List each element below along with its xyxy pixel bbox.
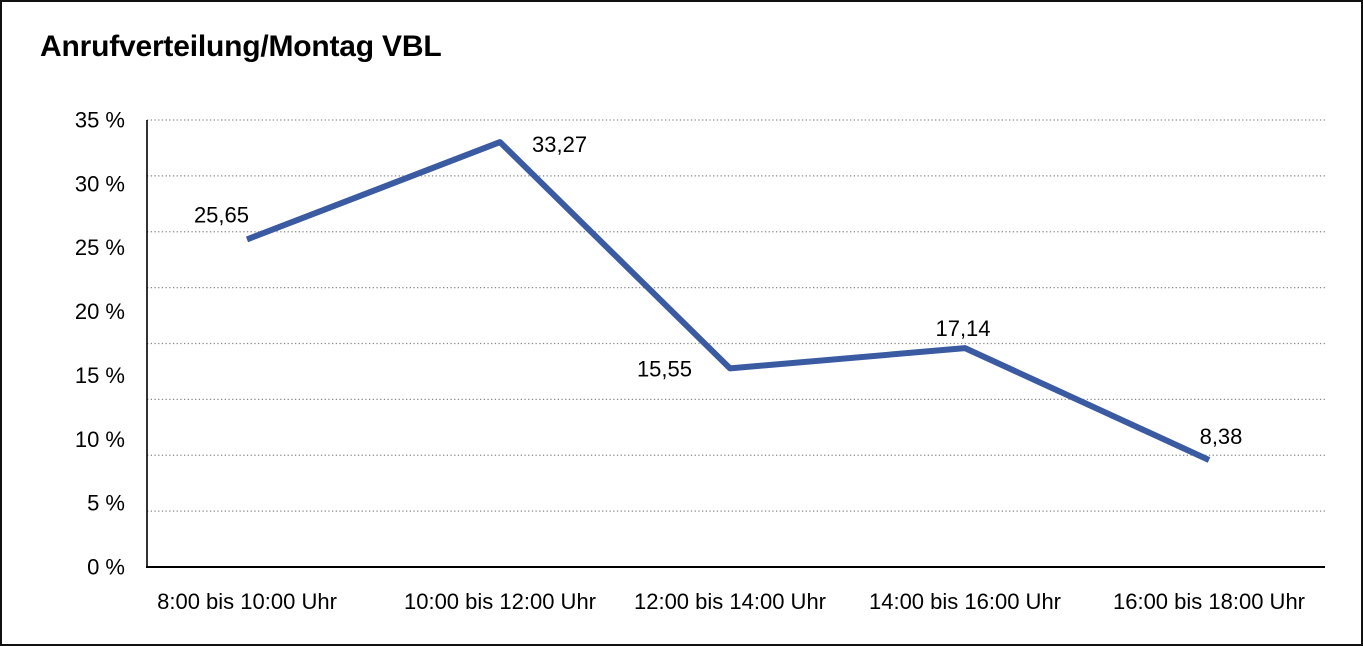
data-point-value-label: 25,65: [194, 202, 249, 227]
y-axis-tick-label: 30 %: [75, 171, 125, 196]
gridlines: [147, 119, 1325, 512]
x-axis-category-label: 14:00 bis 16:00 Uhr: [869, 589, 1061, 614]
y-axis-tick-label: 25 %: [75, 235, 125, 260]
data-point-value-label: 33,27: [532, 132, 587, 157]
x-axis-labels: 8:00 bis 10:00 Uhr 10:00 bis 12:00 Uhr 12:…: [157, 589, 1305, 614]
x-axis-category-label: 8:00 bis 10:00 Uhr: [157, 589, 337, 614]
y-axis-tick-label: 15 %: [75, 363, 125, 388]
y-axis-tick-label: 5 %: [87, 491, 125, 516]
y-axis-tick-label: 0 %: [87, 555, 125, 580]
x-axis-category-label: 16:00 bis 18:00 Uhr: [1113, 589, 1305, 614]
data-point-value-label: 15,55: [637, 356, 692, 381]
data-point-value-label: 8,38: [1200, 424, 1243, 449]
data-point-value-label: 17,14: [935, 316, 990, 341]
chart-title: Anrufverteilung/Montag VBL: [40, 30, 442, 63]
data-series-line: [245, 139, 1211, 463]
y-axis-tick-label: 35 %: [75, 108, 125, 133]
y-axis-tick-label: 10 %: [75, 427, 125, 452]
x-axis-category-label: 12:00 bis 14:00 Uhr: [634, 589, 826, 614]
y-axis-labels: 35 % 30 % 25 % 20 % 15 % 10 % 5 % 0 %: [75, 108, 125, 580]
x-axis-category-label: 10:00 bis 12:00 Uhr: [404, 589, 596, 614]
y-axis-tick-label: 20 %: [75, 299, 125, 324]
data-value-labels: 25,65 33,27 15,55 17,14 8,38: [194, 132, 1242, 449]
